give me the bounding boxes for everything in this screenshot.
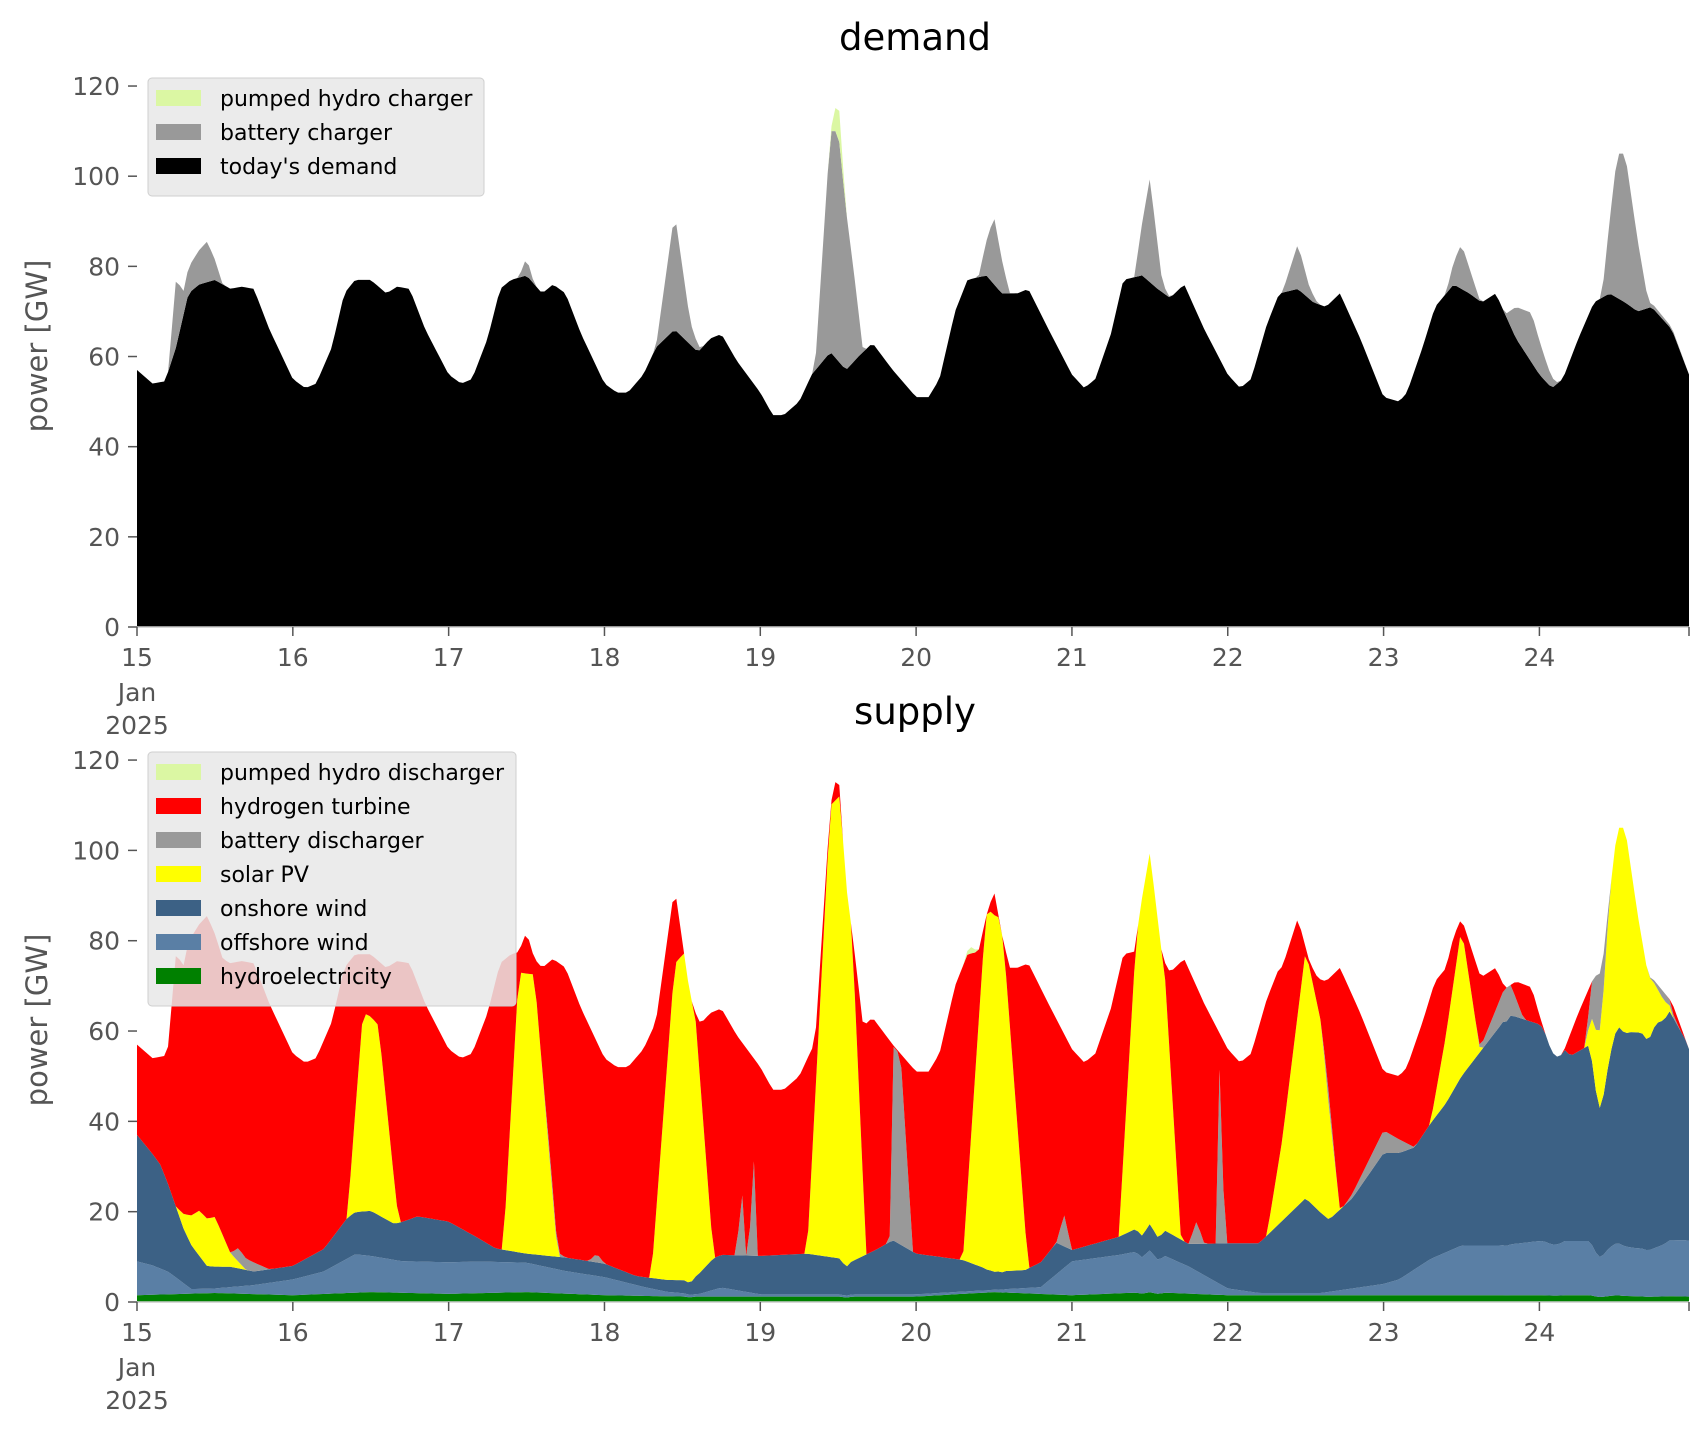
demand-x-tick-label: 24 (1524, 643, 1556, 672)
demand-y-tick-label: 0 (104, 613, 120, 642)
demand-legend-swatch-today-s-demand (156, 158, 201, 174)
demand-x-tick-label: 17 (433, 643, 465, 672)
demand-legend-swatch-pumped-hydro-charger (156, 90, 201, 106)
demand-plot-area (137, 108, 1689, 627)
supply-legend-swatch-onshore-wind (156, 900, 201, 916)
demand-y-tick-label: 40 (88, 433, 120, 462)
supply-x-tick-label: 17 (433, 1318, 465, 1347)
demand-x-tick-label: 20 (900, 643, 932, 672)
supply-plot-area (137, 782, 1689, 1302)
demand-y-tick-label: 100 (72, 162, 120, 191)
demand-x-ticks: 15 16 17 18 19 20 21 22 23 24 Jan 2025 (105, 627, 1690, 740)
supply-legend-swatch-hydroelectricity (156, 968, 201, 984)
demand-panel: demand 0 20 40 60 80 100 120 15 16 17 18 19 20 21 22 2… (20, 16, 1690, 740)
supply-y-tick-label: 80 (88, 927, 120, 956)
supply-title: supply (854, 690, 976, 733)
supply-y-tick-label: 40 (88, 1107, 120, 1136)
supply-x-tick-label: 19 (744, 1318, 776, 1347)
demand-x-tick-label: 18 (589, 643, 621, 672)
supply-area-onshore-wind (137, 1011, 1689, 1296)
demand-y-axis-label: power [GW] (20, 260, 54, 433)
demand-x-tick-label: 19 (744, 643, 776, 672)
supply-x-tick-label: 20 (900, 1318, 932, 1347)
demand-area-today-s-demand (137, 275, 1689, 627)
supply-legend-box (147, 751, 517, 1007)
supply-legend-swatch-hydrogen-turbine (156, 798, 201, 814)
supply-area-offshore-wind (137, 1240, 1689, 1298)
demand-legend-swatch-battery-charger (156, 124, 201, 140)
supply-y-tick-label: 60 (88, 1017, 120, 1046)
supply-area-hydroelectricity (137, 1292, 1689, 1302)
demand-legend-box (147, 77, 485, 197)
supply-legend-swatch-battery-discharger (156, 832, 201, 848)
demand-x-tick-label: 23 (1368, 643, 1400, 672)
supply-x-tick-label: 24 (1524, 1318, 1556, 1347)
demand-legend-label-battery-charger: battery charger (220, 121, 393, 146)
supply-y-ticks: 0 20 40 60 80 100 120 (72, 746, 137, 1317)
supply-legend: pumped hydro discharger hydrogen turbine b… (147, 751, 517, 1007)
supply-area-solar-pv (137, 796, 1689, 1283)
demand-x-tick-sublabel: 2025 (105, 711, 169, 740)
demand-title: demand (839, 16, 991, 59)
supply-x-tick-label: 21 (1056, 1318, 1088, 1347)
demand-y-tick-label: 20 (88, 523, 120, 552)
supply-legend-swatch-offshore-wind (156, 934, 201, 950)
supply-legend-label-onshore-wind: onshore wind (220, 897, 367, 922)
demand-legend-label-today-s-demand: today's demand (220, 155, 397, 180)
supply-legend-swatch-pumped-hydro-discharger (156, 764, 201, 780)
supply-y-tick-label: 120 (72, 746, 120, 775)
supply-x-tick-label: 18 (589, 1318, 621, 1347)
supply-legend-label-battery-discharger: battery discharger (220, 829, 425, 854)
supply-legend-label-hydrogen-turbine: hydrogen turbine (220, 795, 411, 820)
supply-y-axis-label: power [GW] (20, 934, 54, 1107)
supply-x-tick-label: 23 (1368, 1318, 1400, 1347)
demand-legend: pumped hydro charger battery charger today… (147, 77, 485, 197)
supply-legend-label-pumped-hydro-discharger: pumped hydro discharger (220, 761, 505, 786)
demand-y-tick-label: 60 (88, 343, 120, 372)
supply-y-tick-label: 0 (104, 1288, 120, 1317)
supply-legend-label-solar-pv: solar PV (220, 863, 309, 888)
supply-legend-label-hydroelectricity: hydroelectricity (220, 965, 392, 990)
supply-x-tick-label: 22 (1212, 1318, 1244, 1347)
demand-x-tick-label: 16 (277, 643, 309, 672)
supply-legend-label-offshore-wind: offshore wind (220, 931, 369, 956)
demand-y-ticks: 0 20 40 60 80 100 120 (72, 72, 137, 642)
demand-x-tick-label: 15 (121, 643, 153, 672)
demand-y-tick-label: 120 (72, 72, 120, 101)
supply-y-tick-label: 20 (88, 1198, 120, 1227)
supply-legend-swatch-solar-pv (156, 866, 201, 882)
supply-y-tick-label: 100 (72, 836, 120, 865)
supply-panel: supply 0 20 40 60 80 100 120 15 16 17 18 19 20 21 22 2… (20, 690, 1690, 1415)
supply-x-tick-label: 16 (277, 1318, 309, 1347)
demand-legend-label-pumped-hydro-charger: pumped hydro charger (220, 87, 473, 112)
demand-x-tick-label: 21 (1056, 643, 1088, 672)
supply-x-tick-sublabel: Jan (116, 1353, 157, 1382)
demand-x-tick-sublabel: Jan (116, 678, 157, 707)
supply-x-tick-sublabel: 2025 (105, 1386, 169, 1415)
supply-x-tick-label: 15 (121, 1318, 153, 1347)
demand-x-tick-label: 22 (1212, 643, 1244, 672)
supply-area-hydrogen-turbine (137, 782, 1689, 1278)
supply-x-ticks: 15 16 17 18 19 20 21 22 23 24 Jan 2025 (105, 1302, 1690, 1415)
demand-y-tick-label: 80 (88, 252, 120, 281)
